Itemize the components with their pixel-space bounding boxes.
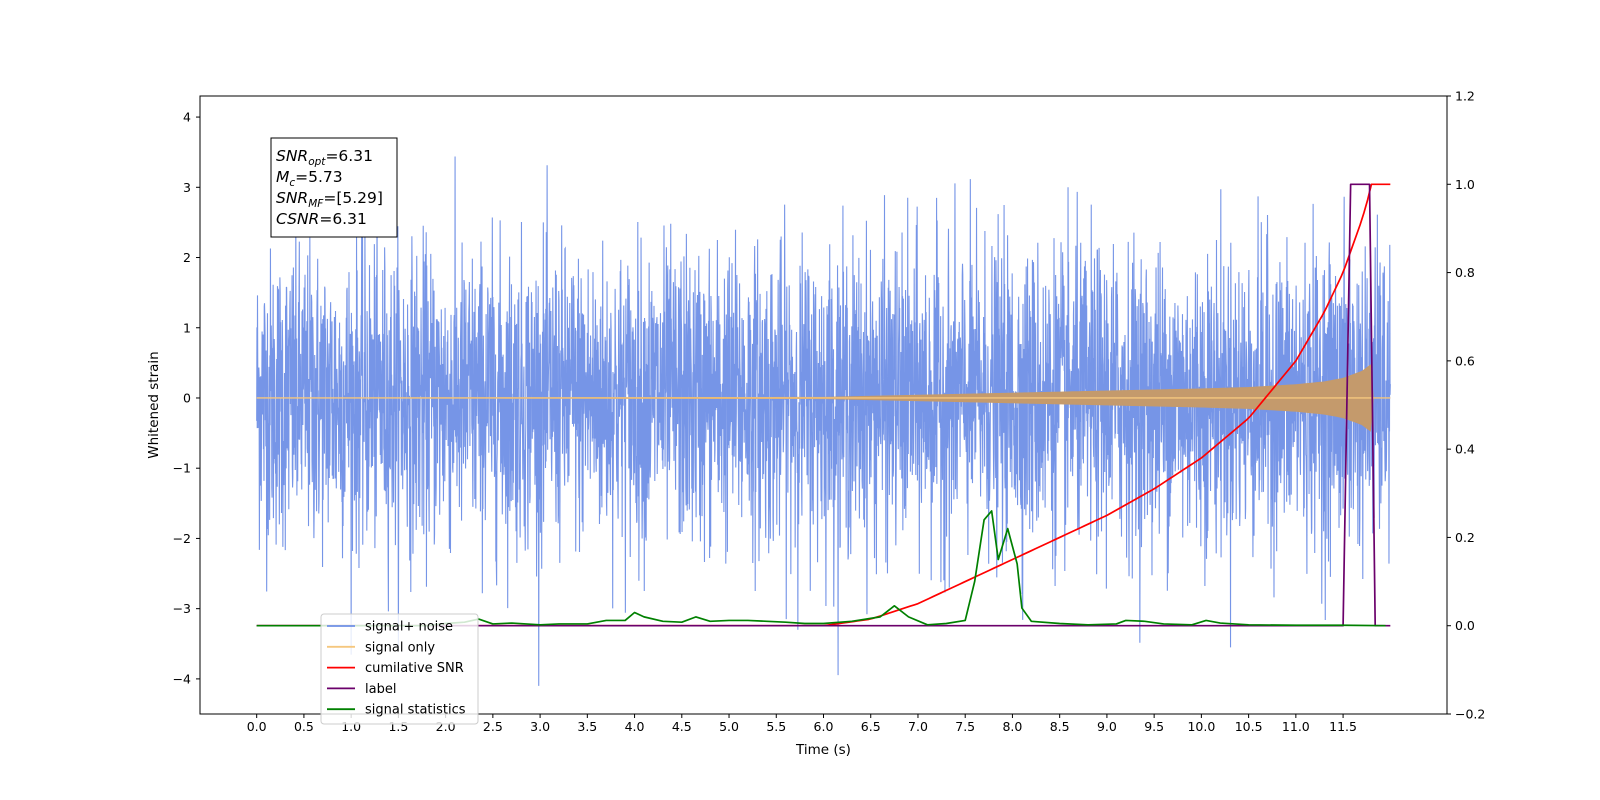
x-tick-label: 3.0 <box>530 719 550 734</box>
x-tick-label: 9.0 <box>1097 719 1117 734</box>
signal-noise-series <box>256 156 1391 686</box>
x-tick-label: 6.0 <box>814 719 834 734</box>
annotation-line: Mc=5.73 <box>276 168 343 189</box>
legend-entry: signal only <box>365 640 435 655</box>
left-y-tick-label: −3 <box>173 601 191 616</box>
left-y-axis-label: Whitened strain <box>146 351 162 458</box>
annotation-line: CSNR=6.31 <box>276 210 367 228</box>
signal-only-series <box>256 364 1391 432</box>
x-tick-label: 0.5 <box>294 719 314 734</box>
annotation-frame <box>270 137 398 238</box>
right-y-tick-label: −0.2 <box>1455 707 1485 722</box>
right-y-tick-label: 1.2 <box>1455 89 1475 104</box>
x-tick-label: 3.5 <box>577 719 597 734</box>
right-y-tick-label: 0.2 <box>1455 530 1475 545</box>
legend-entry: signal statistics <box>365 703 466 718</box>
right-y-tick-label: 0.6 <box>1455 353 1475 368</box>
legend-entry: label <box>365 682 396 697</box>
x-tick-label: 11.5 <box>1329 719 1357 734</box>
x-tick-label: 5.5 <box>766 719 786 734</box>
left-y-tick-label: 0 <box>183 390 191 405</box>
x-tick-label: 2.5 <box>483 719 503 734</box>
annotation-line: SNRMF=[5.29] <box>276 189 383 210</box>
right-y-tick-label: 0.4 <box>1455 442 1475 457</box>
x-axis-label: Time (s) <box>795 742 851 758</box>
left-y-tick-label: 1 <box>183 320 191 335</box>
legend-entry: cumilative SNR <box>365 661 464 676</box>
right-y-tick-label: 0.0 <box>1455 618 1475 633</box>
x-tick-label: 7.0 <box>908 719 928 734</box>
right-y-tick-label: 0.8 <box>1455 265 1475 280</box>
x-tick-label: 9.5 <box>1144 719 1164 734</box>
left-y-tick-label: −2 <box>173 531 191 546</box>
signal-noise-line <box>256 156 1391 686</box>
legend-frame <box>320 613 479 725</box>
x-tick-label: 10.0 <box>1187 719 1215 734</box>
legend-entry: signal+ noise <box>365 620 453 635</box>
left-y-tick-label: 3 <box>183 180 191 195</box>
annotation-line: SNRopt=6.31 <box>276 147 373 168</box>
left-y-tick-label: 4 <box>183 110 191 125</box>
x-tick-label: 8.0 <box>1002 719 1022 734</box>
left-y-axis-ticks: 4 3 2 1 0 −1 −2 −3 −4 <box>173 110 200 686</box>
left-y-tick-label: 2 <box>183 250 191 265</box>
left-y-tick-label: −4 <box>173 671 191 686</box>
right-y-tick-label: 1.0 <box>1455 177 1475 192</box>
signal-statistics-line <box>256 510 1386 627</box>
x-tick-label: 8.5 <box>1050 719 1070 734</box>
left-y-tick-label: −1 <box>173 461 191 476</box>
x-tick-label: 5.0 <box>719 719 739 734</box>
right-y-axis-ticks: 1.2 1.0 0.8 0.6 0.4 0.2 0.0 −0.2 <box>1447 89 1485 722</box>
x-tick-label: 7.5 <box>955 719 975 734</box>
x-tick-label: 4.0 <box>625 719 645 734</box>
x-tick-label: 0.0 <box>247 719 267 734</box>
legend: signal+ noise signal only cumilative SNR la… <box>320 613 479 725</box>
x-tick-label: 10.5 <box>1235 719 1263 734</box>
x-tick-label: 11.0 <box>1282 719 1310 734</box>
x-tick-label: 4.5 <box>672 719 692 734</box>
x-tick-label: 6.5 <box>861 719 881 734</box>
signal-statistics-series <box>256 510 1386 627</box>
